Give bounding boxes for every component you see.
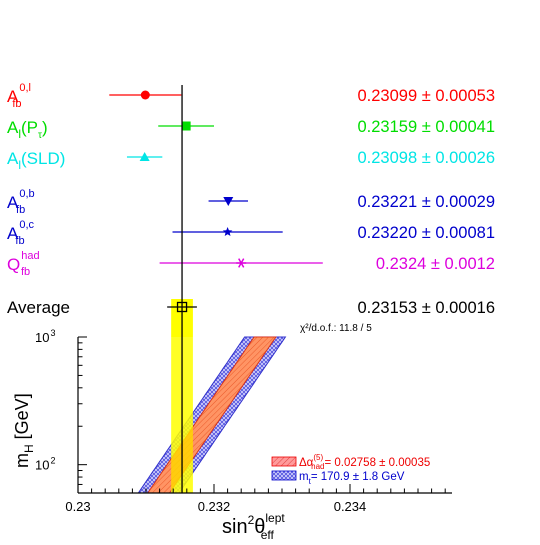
measurement-label: A0,b fb (7, 188, 35, 216)
marker-circle (140, 90, 150, 100)
measurement-label: Al(SLD) (7, 149, 65, 172)
x-tick-label: 0.232 (198, 499, 231, 514)
measurement-label: A0,c fb (7, 219, 35, 247)
marker-square (181, 121, 191, 131)
measurement-label: A0,l fb (7, 82, 31, 110)
marker-triangle-up (139, 152, 150, 161)
measurement-value: 0.23220 ± 0.00081 (357, 224, 495, 242)
measurement-row: Qhad fb 0.2324 ± 0.0012 (7, 250, 495, 278)
y-tick-label: 103 (35, 328, 55, 345)
legend-label: Δα(5) had= 0.02758 ± 0.00035 (299, 453, 430, 471)
x-tick-label: 0.23 (65, 499, 90, 514)
average-value: 0.23153 ± 0.00016 (357, 299, 495, 317)
measurement-row: Al(SLD) 0.23098 ± 0.00026 (7, 149, 495, 172)
y-tick-label: 102 (35, 456, 55, 473)
legend-label: mt= 170.9 ± 1.8 GeV (299, 471, 405, 486)
x-axis-label: sin2θlept eff (222, 511, 285, 542)
legend-entry: mt= 170.9 ± 1.8 GeV (271, 470, 405, 486)
measurement-label: Qhad fb (7, 250, 40, 278)
measurement-label: Al(Pτ) (7, 118, 48, 141)
legend-entry: Δα(5) had= 0.02758 ± 0.00035 (271, 453, 430, 471)
average-label: Average (7, 298, 70, 317)
legend-swatch (271, 456, 297, 467)
band-overlap (147, 337, 276, 493)
measurement-value: 0.23098 ± 0.00026 (357, 149, 495, 167)
measurement-row: A0,c fb 0.23220 ± 0.00081 (7, 219, 495, 247)
marker-asterisk (236, 258, 247, 268)
measurement-row: A0,b fb 0.23221 ± 0.00029 (7, 188, 495, 216)
measurement-value: 0.23159 ± 0.00041 (357, 118, 495, 136)
measurement-value: 0.23221 ± 0.00029 (357, 193, 495, 211)
measurements-panel: A0,l fb 0.23099 ± 0.00053 Al(Pτ) 0.23159 ± 0… (7, 82, 495, 334)
measurement-row: A0,l fb 0.23099 ± 0.00053 (7, 82, 495, 110)
measurement-value: 0.2324 ± 0.0012 (376, 255, 495, 273)
x-tick-label: 0.234 (334, 499, 367, 514)
chi2-label: χ²/d.o.f.: 11.8 / 5 (300, 323, 372, 334)
y-axis-label: mH [GeV] (12, 393, 36, 468)
marker-triangle-down (223, 197, 234, 206)
measurement-value: 0.23099 ± 0.00053 (357, 87, 495, 105)
average-row: Average 0.23153 ± 0.00016 (7, 298, 495, 317)
marker-star (222, 227, 233, 236)
measurement-row: Al(Pτ) 0.23159 ± 0.00041 (7, 118, 495, 141)
asterisk-stroke (238, 258, 245, 268)
legend-swatch (271, 470, 297, 481)
